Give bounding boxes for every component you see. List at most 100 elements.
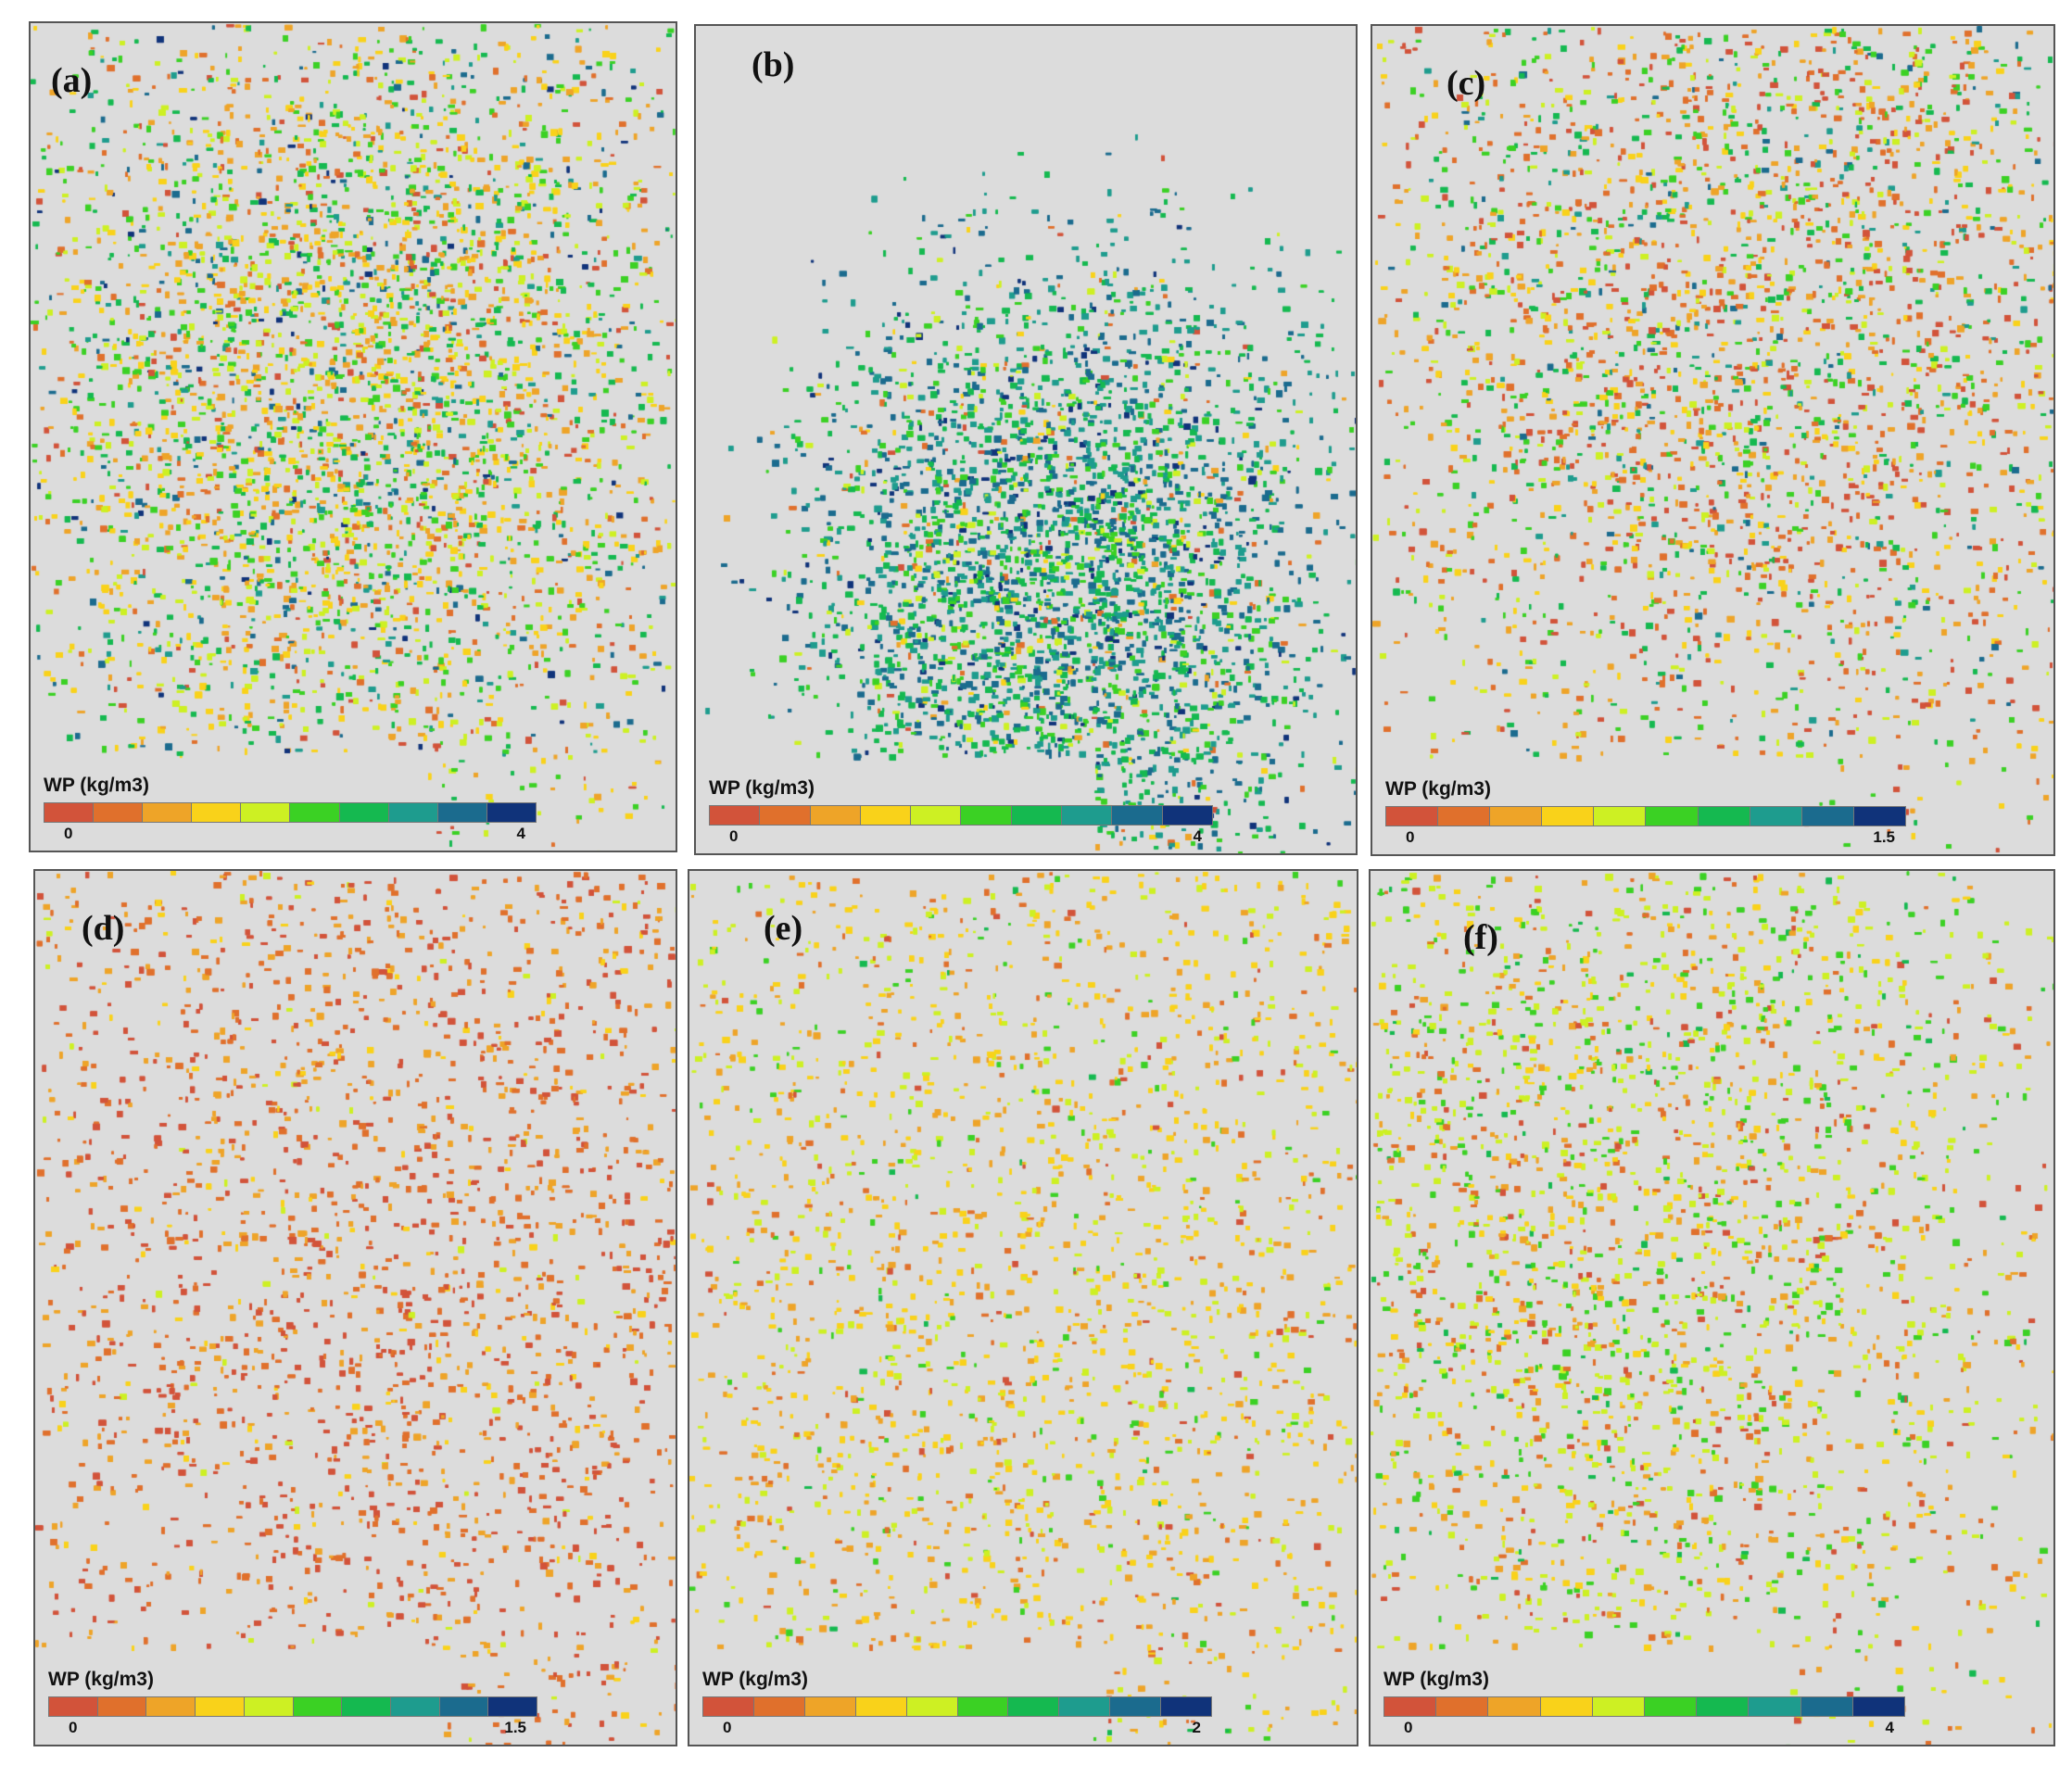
colorbar-swatch — [1645, 1697, 1698, 1716]
colorbar-swatch — [1112, 806, 1163, 825]
colorbar-swatch — [1801, 807, 1854, 826]
colorbar-swatch — [1008, 1697, 1060, 1716]
legend-title: WP (kg/m3) — [1385, 778, 1491, 800]
colorbar-swatch — [244, 1697, 294, 1716]
legend-max: 1.5 — [504, 1719, 526, 1736]
legend-max: 4 — [1885, 1719, 1894, 1736]
colorbar-swatch — [1749, 1697, 1801, 1716]
legend-max: 4 — [1193, 827, 1202, 845]
colorbar-legend: WP (kg/m3) 0 1.5 — [1385, 778, 1906, 849]
colorbar-swatch — [44, 803, 95, 822]
legend-min: 0 — [723, 1719, 732, 1736]
colorbar-swatch — [1059, 1697, 1111, 1716]
colorbar-swatch — [388, 803, 438, 822]
panel-label: (c) — [1447, 64, 1486, 103]
colorbar-swatch — [143, 803, 193, 822]
legend-min: 0 — [1406, 828, 1415, 846]
colorbar-swatch — [1592, 1697, 1646, 1716]
map-panel-e: (e) WP (kg/m3) 0 2 — [688, 869, 1358, 1746]
colorbar-swatch — [1488, 1697, 1541, 1716]
colorbar-swatch — [957, 1697, 1009, 1716]
colorbar — [44, 802, 537, 823]
colorbar-swatch — [437, 803, 487, 822]
colorbar-swatch — [97, 1697, 147, 1716]
colorbar-swatch — [339, 803, 389, 822]
legend-title: WP (kg/m3) — [48, 1669, 154, 1690]
panel-label: (b) — [752, 45, 795, 84]
colorbar — [702, 1696, 1212, 1717]
map-panel-f: (f) WP (kg/m3) 0 4 — [1369, 869, 2055, 1746]
panel-label: (d) — [82, 909, 125, 948]
colorbar-swatch — [703, 1697, 754, 1716]
colorbar-swatch — [804, 1697, 856, 1716]
colorbar — [709, 805, 1213, 826]
wp-raster — [696, 26, 1356, 853]
legend-min: 0 — [64, 825, 73, 842]
colorbar-legend: WP (kg/m3) 0 4 — [44, 775, 537, 845]
colorbar-swatch — [906, 1697, 958, 1716]
wp-raster — [35, 871, 676, 1745]
wp-raster — [31, 23, 676, 851]
colorbar-swatch — [961, 806, 1012, 825]
colorbar-swatch — [1386, 807, 1439, 826]
wp-raster — [689, 871, 1357, 1745]
colorbar-swatch — [94, 803, 144, 822]
map-panel-a: (a) WP (kg/m3) 0 4 — [29, 21, 677, 852]
colorbar-swatch — [810, 806, 861, 825]
map-panel-c: (c) WP (kg/m3) 0 1.5 — [1371, 24, 2055, 856]
colorbar-swatch — [290, 803, 340, 822]
colorbar-swatch — [439, 1697, 489, 1716]
colorbar-swatch — [753, 1697, 805, 1716]
colorbar-swatch — [342, 1697, 391, 1716]
colorbar-swatch — [49, 1697, 98, 1716]
colorbar — [1383, 1696, 1905, 1717]
colorbar-swatch — [1384, 1697, 1437, 1716]
colorbar-legend: WP (kg/m3) 0 4 — [1383, 1669, 1905, 1739]
colorbar-swatch — [860, 806, 912, 825]
colorbar-swatch — [293, 1697, 343, 1716]
legend-max: 4 — [516, 825, 525, 842]
panel-label: (a) — [51, 61, 93, 100]
colorbar-swatch — [1646, 807, 1699, 826]
colorbar-swatch — [1542, 807, 1595, 826]
colorbar-swatch — [1490, 807, 1543, 826]
legend-title: WP (kg/m3) — [44, 775, 149, 796]
legend-title: WP (kg/m3) — [709, 777, 815, 799]
colorbar-swatch — [1853, 807, 1905, 826]
colorbar-swatch — [1852, 1697, 1905, 1716]
colorbar-swatch — [196, 1697, 245, 1716]
colorbar-swatch — [1162, 806, 1212, 825]
colorbar-swatch — [1062, 806, 1113, 825]
colorbar-swatch — [911, 806, 962, 825]
colorbar-swatch — [486, 803, 536, 822]
colorbar-swatch — [390, 1697, 440, 1716]
wp-raster — [1371, 871, 2053, 1745]
colorbar-legend: WP (kg/m3) 0 1.5 — [48, 1669, 537, 1739]
colorbar-swatch — [192, 803, 242, 822]
colorbar-swatch — [1750, 807, 1802, 826]
legend-min: 0 — [729, 827, 739, 845]
colorbar-swatch — [1110, 1697, 1162, 1716]
colorbar-swatch — [1436, 1697, 1489, 1716]
colorbar-swatch — [1011, 806, 1063, 825]
colorbar-swatch — [1161, 1697, 1212, 1716]
colorbar-swatch — [760, 806, 811, 825]
colorbar-swatch — [241, 803, 291, 822]
colorbar-legend: WP (kg/m3) 0 4 — [709, 777, 1213, 848]
legend-title: WP (kg/m3) — [1383, 1669, 1489, 1690]
panel-label: (e) — [764, 909, 803, 948]
colorbar — [1385, 806, 1906, 826]
colorbar-legend: WP (kg/m3) 0 2 — [702, 1669, 1212, 1739]
panel-label: (f) — [1463, 918, 1498, 957]
colorbar-swatch — [1800, 1697, 1853, 1716]
colorbar — [48, 1696, 537, 1717]
colorbar-swatch — [855, 1697, 907, 1716]
colorbar-swatch — [488, 1697, 537, 1716]
colorbar-swatch — [710, 806, 761, 825]
legend-max: 2 — [1192, 1719, 1201, 1736]
map-panel-b: (b) WP (kg/m3) 0 4 — [694, 24, 1358, 855]
legend-min: 0 — [69, 1719, 78, 1736]
legend-max: 1.5 — [1873, 828, 1895, 846]
legend-title: WP (kg/m3) — [702, 1669, 808, 1690]
colorbar-swatch — [1540, 1697, 1593, 1716]
